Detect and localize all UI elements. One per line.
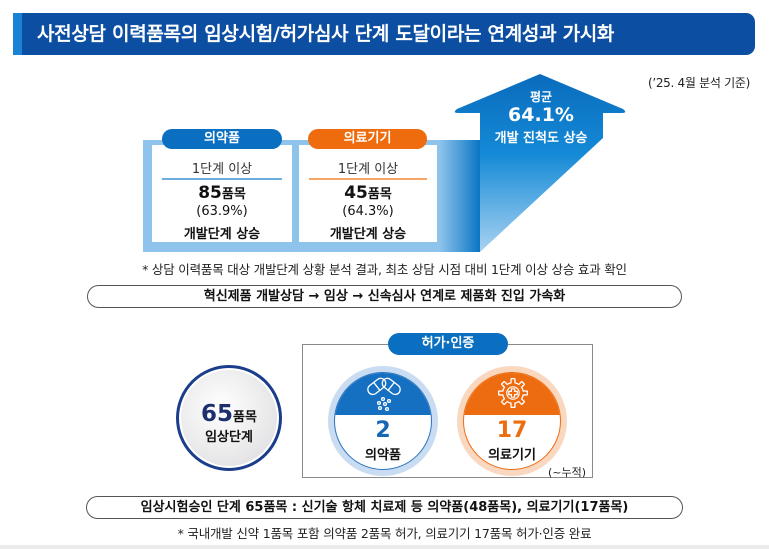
pharma-count: 85품목 xyxy=(152,183,292,203)
device-dev-card: 1단계 이상 45품목 (64.3%) 개발단계 상승 xyxy=(299,145,437,242)
approval-pharma-cap xyxy=(335,373,431,415)
up-arrow-icon xyxy=(454,74,626,252)
device-percent: (64.3%) xyxy=(342,204,394,219)
approval-device-circle: 17 의료기기 xyxy=(457,366,567,476)
clinical-count: 65품목 xyxy=(179,401,279,427)
device-count-unit: 품목 xyxy=(367,187,392,202)
pharma-stage: 1단계 이상 xyxy=(191,162,253,177)
title-bar: 사전상담 이력품목의 임상시험/허가심사 단계 도달이라는 연계성과 가시화 xyxy=(13,13,755,55)
pharma-result: 개발단계 상승 xyxy=(183,227,261,242)
development-banner: 혁신제품 개발상담 → 임상 → 신속심사 연계로 제품화 진입 가속화 xyxy=(87,285,682,308)
capsule-icon xyxy=(367,377,401,412)
page-title: 사전상담 이력품목의 임상시험/허가심사 단계 도달이라는 연계성과 가시화 xyxy=(37,23,615,45)
device-count: 45품목 xyxy=(299,183,437,203)
approval-pharma-count: 2 xyxy=(375,418,391,443)
device-count-number: 45 xyxy=(344,183,368,203)
summary-banner: 임상시험승인 단계 65품목 : 신기술 항체 치료제 등 의약품(48품목),… xyxy=(86,496,683,519)
device-result: 개발단계 상승 xyxy=(329,227,407,242)
clinical-count-number: 65 xyxy=(201,401,234,427)
pharma-pill-label: 의약품 xyxy=(162,129,282,149)
summary-footnote: * 국내개발 신약 1품목 포함 의약품 2품목 허가, 의료기기 17품목 허… xyxy=(177,526,592,541)
cumulative-note: (~누적) xyxy=(548,466,587,479)
average-value: 64.1% xyxy=(508,104,574,126)
average-label: 평균 xyxy=(529,90,553,104)
clinical-circle: 65품목 임상단계 xyxy=(176,365,282,471)
title-accent-strip xyxy=(13,13,22,55)
development-footnote: * 상담 이력품목 대상 개발단계 상황 분석 결과, 최초 상담 시점 대비 … xyxy=(142,262,627,277)
approval-title-pill: 허가·인증 xyxy=(388,333,508,355)
approval-pharma-label: 의약품 xyxy=(365,448,401,463)
approval-pharma-inner: 2 의약품 xyxy=(334,372,432,470)
average-caption: 개발 진척도 상승 xyxy=(494,131,588,146)
pharma-percent: (63.9%) xyxy=(196,204,248,219)
clinical-label: 임상단계 xyxy=(205,430,253,445)
approval-device-label: 의료기기 xyxy=(488,448,536,463)
basis-note: (’25. 4월 분석 기준) xyxy=(647,76,750,90)
pharma-count-number: 85 xyxy=(198,183,222,203)
pharma-count-unit: 품목 xyxy=(221,187,246,202)
approval-device-inner: 17 의료기기 xyxy=(463,372,561,470)
bottom-strip xyxy=(0,545,769,549)
approval-device-count: 17 xyxy=(496,418,528,443)
approval-device-cap xyxy=(464,373,560,415)
approval-pharma-circle: 2 의약품 xyxy=(328,366,438,476)
clinical-count-unit: 품목 xyxy=(233,410,257,425)
medical-gear-icon xyxy=(498,378,528,408)
device-stage: 1단계 이상 xyxy=(337,162,399,177)
pharma-underline xyxy=(162,178,282,180)
device-underline xyxy=(309,178,427,180)
pharma-dev-card: 1단계 이상 85품목 (63.9%) 개발단계 상승 xyxy=(152,145,292,242)
device-pill-label: 의료기기 xyxy=(308,129,427,149)
